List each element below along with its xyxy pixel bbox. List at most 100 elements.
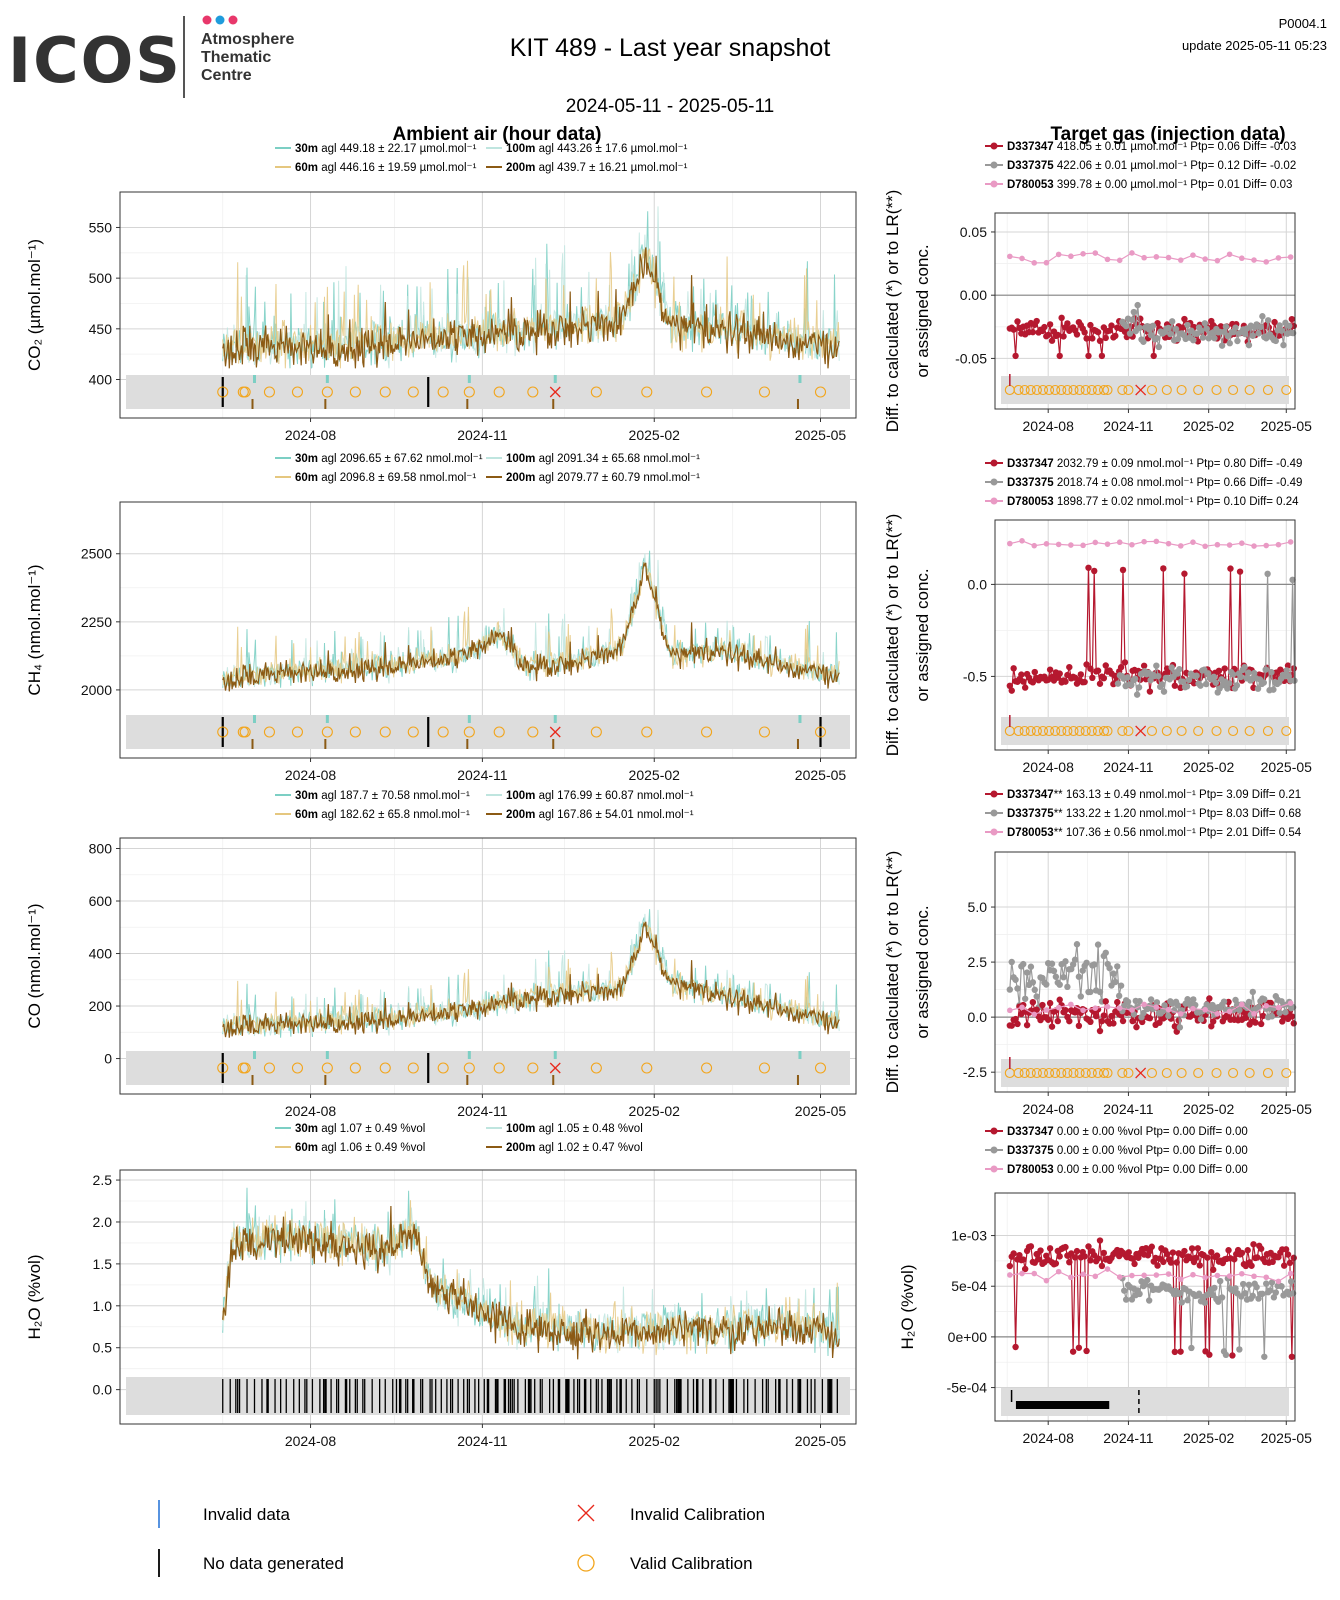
- target-point-D337375: [1276, 1009, 1283, 1017]
- target-point-D337347: [1208, 1249, 1215, 1256]
- y-tick-label: 2.5: [93, 1172, 113, 1188]
- valid-calibration-swatch: [577, 1554, 595, 1572]
- legend-dot-D780053: [990, 828, 998, 836]
- y-tick-label: 1e-03: [951, 1228, 987, 1244]
- target-point-D337375: [1023, 969, 1031, 976]
- status-band: [126, 375, 850, 409]
- valid-calibration-marker: [1080, 384, 1091, 396]
- valid-calibration-marker: [1086, 384, 1097, 396]
- target-point-D337347: [1167, 1259, 1175, 1266]
- target-point-D780053: [1287, 254, 1294, 260]
- target-point-D780053: [1116, 1274, 1123, 1280]
- valid-calibration-marker: [1092, 384, 1103, 396]
- target-point-D337375: [1056, 981, 1063, 988]
- target-point-D337347: [1081, 678, 1088, 686]
- co2-ambient-legend: 30m agl 449.18 ± 22.17 µmol.mol⁻¹ 100m ag…: [275, 143, 688, 174]
- valid-calibration-marker: [1102, 725, 1113, 737]
- valid-calibration-marker: [1262, 1067, 1274, 1079]
- target-point-D337347: [1100, 1012, 1108, 1019]
- target-point-D780053: [1116, 539, 1123, 546]
- target-point-D337347: [1169, 1249, 1177, 1256]
- target-point-D337347: [1163, 1250, 1171, 1258]
- target-point-D337375: [1226, 680, 1233, 687]
- target-point-D780053: [1031, 1270, 1038, 1277]
- valid-calibration-marker: [758, 726, 771, 738]
- target-point-D337347: [1156, 1019, 1163, 1026]
- valid-calibration-marker: [590, 1062, 602, 1074]
- legend-dot-D337347: [990, 790, 998, 798]
- valid-calibration-marker: [641, 1062, 653, 1074]
- valid-calibration-marker: [379, 1062, 391, 1074]
- target-point-D337375: [1165, 324, 1172, 332]
- invalid-calibration-marker: [549, 726, 561, 738]
- valid-calibration-marker: [1019, 384, 1030, 396]
- legend-entry-D337347: D337347 0.00 ± 0.00 %vol Ptp= 0.00 Diff=…: [1007, 1126, 1248, 1138]
- target-point-D337375: [1062, 958, 1069, 965]
- status-band: [126, 1051, 850, 1085]
- target-point-D337347: [1083, 1347, 1090, 1355]
- target-point-D337375: [1096, 988, 1104, 996]
- legend-dot-D780053: [990, 1165, 998, 1173]
- target-point-D337375: [1130, 308, 1138, 316]
- target-point-D337347: [1250, 1241, 1257, 1248]
- h2o-ambient-legend: 30m agl 1.07 ± 0.49 %vol 100m agl 1.05 ± …: [275, 1123, 643, 1154]
- target-point-D337347: [1064, 320, 1071, 327]
- target-point-D780053: [1104, 256, 1111, 263]
- target-point-D337347: [1096, 1237, 1104, 1244]
- target-point-D780053: [1275, 541, 1282, 548]
- y-tick-label: 400: [89, 946, 113, 962]
- target-point-D337347: [1077, 671, 1085, 678]
- target-point-D337347: [1269, 1258, 1276, 1266]
- target-point-D780053: [1055, 1004, 1062, 1011]
- valid-calibration-marker: [379, 726, 391, 738]
- target-point-D337375: [1102, 949, 1109, 956]
- target-point-D337347: [1096, 1027, 1104, 1035]
- target-point-D337375: [1174, 335, 1182, 343]
- y-tick-label: 2000: [81, 682, 112, 698]
- target-point-D337375: [1135, 684, 1143, 691]
- y-tick-label: 0.0: [968, 1009, 988, 1025]
- y-tick-label: -0.5: [963, 668, 987, 684]
- x-tick-label: 2025-02: [629, 1103, 681, 1119]
- target-point-D337375: [1261, 996, 1268, 1003]
- target-point-D337347: [1209, 1018, 1217, 1025]
- target-point-D780053: [1031, 260, 1038, 266]
- valid-calibration-marker: [1228, 725, 1239, 737]
- valid-calibration-marker: [437, 386, 449, 398]
- target-point-D337375: [1266, 1287, 1274, 1294]
- target-point-D780053: [1007, 1007, 1013, 1014]
- valid-calibration-marker: [493, 726, 505, 738]
- target-point-D337375: [1249, 332, 1256, 339]
- target-point-D337375: [1203, 1001, 1210, 1008]
- h2o-target-ylabel: H₂O (%vol): [898, 1265, 917, 1350]
- valid-calibration-marker: [1244, 1067, 1255, 1079]
- target-point-D337347: [1112, 332, 1119, 340]
- target-point-D337347: [1110, 1020, 1117, 1027]
- ch4-target-panel: 2024-08 2024-11 2025-02 2025-05 -0.5 0.0 D3373…: [883, 458, 1312, 775]
- target-point-D337375: [1133, 691, 1141, 698]
- valid-calibration-marker: [1086, 1067, 1097, 1079]
- target-point-D337375: [1289, 576, 1296, 584]
- legend-entry-D780053: D780053** 107.36 ± 0.56 nmol.mol⁻¹ Ptp= …: [1007, 827, 1302, 839]
- invalid-calibration-label: Invalid Calibration: [630, 1505, 765, 1524]
- status-band: [1001, 376, 1289, 404]
- x-tick-label: 2024-08: [1023, 759, 1075, 775]
- target-point-D337375: [1211, 334, 1218, 342]
- valid-calibration-marker: [407, 386, 419, 398]
- valid-calibration-marker: [1244, 725, 1255, 737]
- charts-layer: 2024-08 2024-11 2025-02 2025-05 400 450 500 550…: [25, 141, 1312, 1449]
- target-point-D337347: [1058, 314, 1065, 322]
- target-point-D337347: [1140, 662, 1148, 669]
- target-point-D780053: [1019, 538, 1025, 544]
- target-point-D337375: [1122, 322, 1130, 330]
- target-point-D780053: [1239, 1270, 1245, 1277]
- target-point-D337347: [1021, 1265, 1029, 1273]
- valid-calibration-marker: [263, 726, 275, 738]
- target-point-D780053: [1019, 1270, 1025, 1277]
- target-point-D337347: [1290, 1254, 1297, 1262]
- target-point-D337347: [1108, 322, 1115, 329]
- legend-entry-200m: 200m agl 439.7 ± 16.21 µmol.mol⁻¹: [506, 162, 688, 174]
- target-point-D780053: [1177, 1011, 1184, 1017]
- legend-dot-D337375: [990, 478, 998, 486]
- valid-calibration-marker: [1092, 1067, 1103, 1079]
